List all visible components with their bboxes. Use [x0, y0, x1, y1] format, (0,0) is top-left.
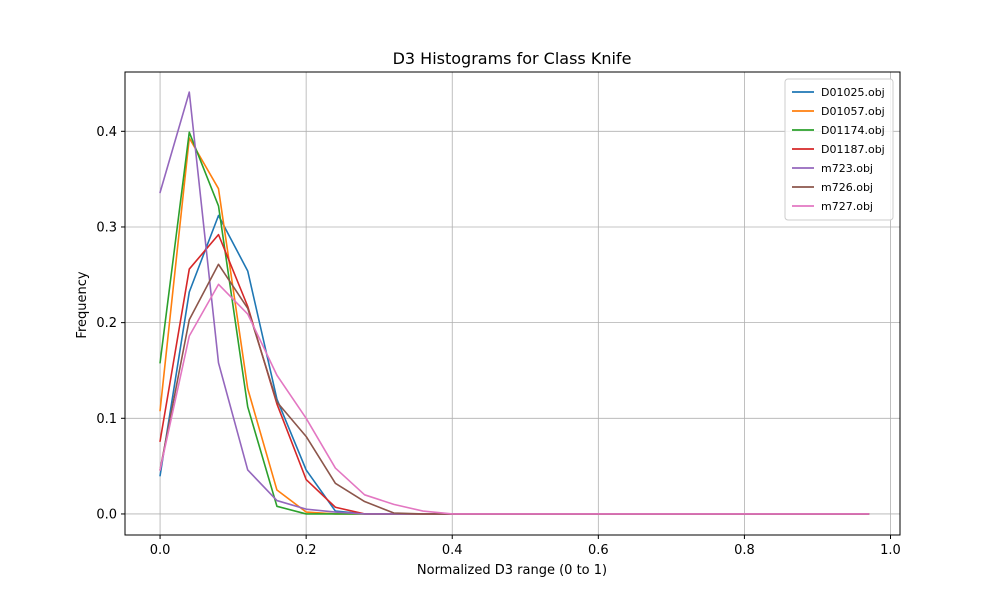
y-tick-label: 0.3 — [96, 220, 117, 235]
x-tick-label: 0.8 — [734, 543, 755, 558]
x-tick-label: 0.4 — [442, 543, 463, 558]
legend-box — [784, 78, 894, 221]
series-line-d01174-obj — [159, 131, 870, 515]
legend-entry: D01174.obj — [821, 124, 885, 137]
x-tick-label: 0.0 — [150, 543, 171, 558]
legend-entry: D01057.obj — [821, 105, 885, 118]
legend-entry: m727.obj — [821, 200, 873, 213]
chart-title: D3 Histograms for Class Knife — [393, 49, 632, 68]
series-line-m727-obj — [159, 283, 870, 515]
series-line-d01057-obj — [159, 137, 870, 515]
plot-area-frame — [124, 71, 901, 536]
series-lines — [159, 91, 870, 515]
x-axis: 0.0 0.2 0.4 0.6 0.8 1.0 — [150, 535, 901, 558]
x-tick-label: 0.6 — [588, 543, 609, 558]
legend: D01025.obj D01057.obj D01174.obj D01187.obj… — [784, 78, 894, 221]
y-tick-label: 0.1 — [96, 412, 117, 427]
x-tick-label: 1.0 — [880, 543, 901, 558]
legend-entry: D01025.obj — [821, 86, 885, 99]
y-tick-label: 0.0 — [96, 507, 117, 522]
y-axis: 0.0 0.1 0.2 0.3 0.4 — [96, 125, 125, 522]
legend-entry: m726.obj — [821, 181, 873, 194]
y-tick-label: 0.2 — [96, 316, 117, 331]
x-tick-label: 0.2 — [296, 543, 317, 558]
series-line-m726-obj — [159, 263, 870, 515]
legend-entry: D01187.obj — [821, 143, 885, 156]
y-axis-label: Frequency — [75, 271, 90, 338]
legend-entry: m723.obj — [821, 162, 873, 175]
y-tick-label: 0.4 — [96, 125, 117, 140]
grid — [125, 72, 900, 535]
x-axis-label: Normalized D3 range (0 to 1) — [417, 563, 607, 578]
